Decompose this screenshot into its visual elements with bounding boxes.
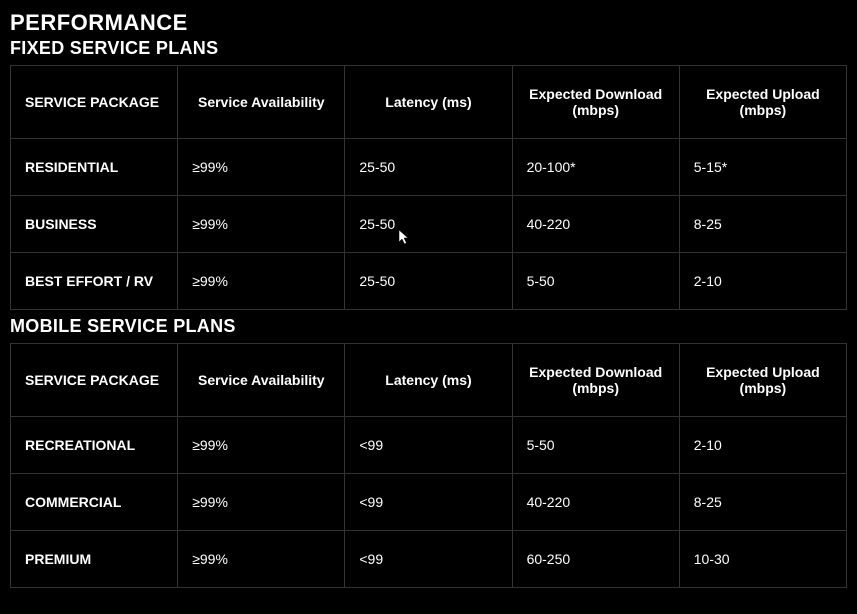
cell-availability: ≥99% xyxy=(178,196,345,253)
col-header-upload: Expected Upload (mbps) xyxy=(679,66,846,139)
cell-upload: 2-10 xyxy=(679,417,846,474)
page-title: PERFORMANCE xyxy=(10,10,847,36)
cell-latency: <99 xyxy=(345,417,512,474)
table-row: COMMERCIAL ≥99% <99 40-220 8-25 xyxy=(11,474,847,531)
col-header-latency: Latency (ms) xyxy=(345,344,512,417)
col-header-package: SERVICE PACKAGE xyxy=(11,66,178,139)
cell-download: 40-220 xyxy=(512,474,679,531)
cell-availability: ≥99% xyxy=(178,417,345,474)
cell-download: 20-100* xyxy=(512,139,679,196)
col-header-download: Expected Download (mbps) xyxy=(512,66,679,139)
table-row: RESIDENTIAL ≥99% 25-50 20-100* 5-15* xyxy=(11,139,847,196)
cell-package: BEST EFFORT / RV xyxy=(11,253,178,310)
table-row: RECREATIONAL ≥99% <99 5-50 2-10 xyxy=(11,417,847,474)
cell-availability: ≥99% xyxy=(178,253,345,310)
cell-upload: 10-30 xyxy=(679,531,846,588)
cell-availability: ≥99% xyxy=(178,139,345,196)
col-header-upload: Expected Upload (mbps) xyxy=(679,344,846,417)
table-header-row: SERVICE PACKAGE Service Availability Lat… xyxy=(11,66,847,139)
col-header-package: SERVICE PACKAGE xyxy=(11,344,178,417)
cell-package: RESIDENTIAL xyxy=(11,139,178,196)
cell-upload: 2-10 xyxy=(679,253,846,310)
cell-package: RECREATIONAL xyxy=(11,417,178,474)
cell-package: COMMERCIAL xyxy=(11,474,178,531)
cell-availability: ≥99% xyxy=(178,531,345,588)
col-header-download: Expected Download (mbps) xyxy=(512,344,679,417)
col-header-availability: Service Availability xyxy=(178,344,345,417)
cell-availability: ≥99% xyxy=(178,474,345,531)
cell-package: BUSINESS xyxy=(11,196,178,253)
cell-latency: 25-50 xyxy=(345,253,512,310)
col-header-availability: Service Availability xyxy=(178,66,345,139)
table-row: BUSINESS ≥99% 25-50 40-220 8-25 xyxy=(11,196,847,253)
table-header-row: SERVICE PACKAGE Service Availability Lat… xyxy=(11,344,847,417)
cell-download: 60-250 xyxy=(512,531,679,588)
table-row: PREMIUM ≥99% <99 60-250 10-30 xyxy=(11,531,847,588)
fixed-plans-table: SERVICE PACKAGE Service Availability Lat… xyxy=(10,65,847,310)
mobile-plans-heading: MOBILE SERVICE PLANS xyxy=(10,316,847,337)
cell-latency: <99 xyxy=(345,474,512,531)
table-row: BEST EFFORT / RV ≥99% 25-50 5-50 2-10 xyxy=(11,253,847,310)
cell-latency: 25-50 xyxy=(345,139,512,196)
cell-upload: 5-15* xyxy=(679,139,846,196)
cell-latency: <99 xyxy=(345,531,512,588)
cell-package: PREMIUM xyxy=(11,531,178,588)
cell-upload: 8-25 xyxy=(679,474,846,531)
cell-download: 40-220 xyxy=(512,196,679,253)
cell-latency: 25-50 xyxy=(345,196,512,253)
fixed-plans-heading: FIXED SERVICE PLANS xyxy=(10,38,847,59)
cell-download: 5-50 xyxy=(512,417,679,474)
cell-download: 5-50 xyxy=(512,253,679,310)
col-header-latency: Latency (ms) xyxy=(345,66,512,139)
cell-upload: 8-25 xyxy=(679,196,846,253)
mobile-plans-table: SERVICE PACKAGE Service Availability Lat… xyxy=(10,343,847,588)
